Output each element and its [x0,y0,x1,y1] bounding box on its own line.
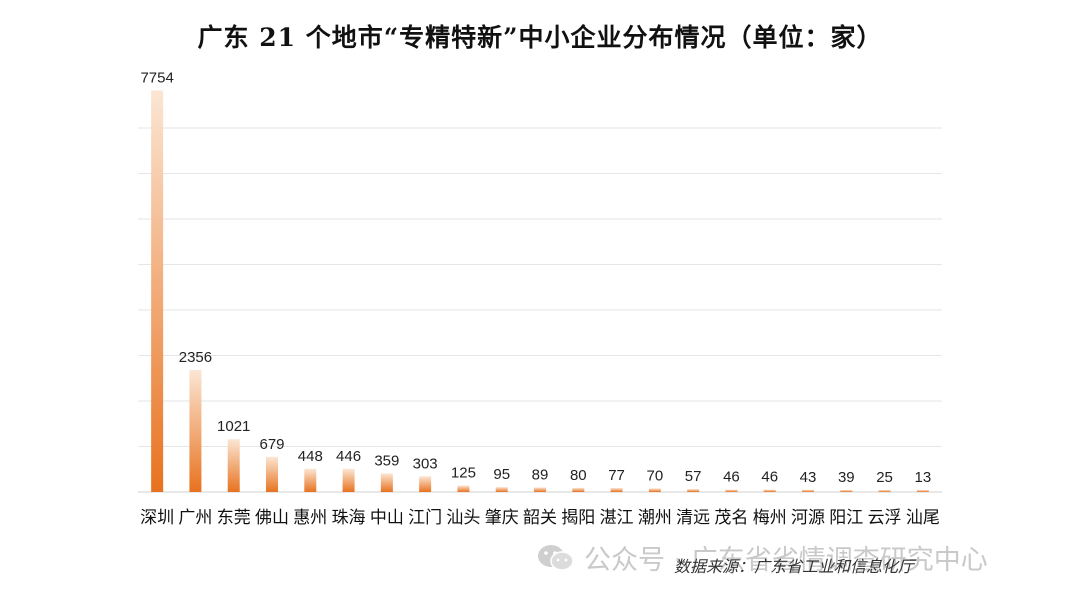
value-label-3: 679 [259,436,284,453]
bar-6 [380,473,393,492]
bar-2 [227,439,240,492]
value-label-18: 39 [838,469,855,486]
bar-17 [802,489,814,492]
category-label-10: 韶关 [523,508,557,528]
category-label-19: 云浮 [868,508,902,528]
value-label-19: 25 [876,469,893,486]
category-label-17: 河源 [791,508,825,528]
value-label-10: 89 [532,466,549,483]
value-label-7: 303 [413,455,438,472]
category-label-8: 汕头 [446,508,480,528]
category-label-3: 佛山 [255,508,289,528]
category-label-18: 阳江 [829,508,863,528]
value-label-15: 46 [723,469,740,486]
bar-8 [457,485,470,492]
category-label-16: 梅州 [753,508,787,528]
bar-7 [419,476,432,492]
value-label-17: 43 [800,469,817,486]
category-label-12: 湛江 [600,508,634,528]
bar-10 [534,487,546,492]
value-label-16: 46 [761,469,778,486]
value-label-1: 2356 [179,349,212,366]
category-labels: 深圳 广州 东莞 佛山 惠州 珠海 中山 江门 汕头 肇庆 韶关 揭阳 湛江 潮州 清远 茂名 梅州 河源 阳江 云浮… [140,508,940,528]
bar-5 [342,468,355,492]
bar-19 [878,490,891,492]
bar-16 [763,489,776,492]
wechat-icon [538,544,574,571]
chart-title: 广东 21 个地市“专精特新”中小企业分布情况（单位：家） [197,23,883,52]
value-label-14: 57 [685,468,702,485]
value-labels: 7754 2356 1021 679 448 446 359 303 125 95 89 80 77 70… [140,69,931,486]
category-label-2: 东莞 [217,508,251,528]
value-label-20: 13 [915,469,932,486]
bar-9 [495,487,508,492]
category-label-9: 肇庆 [485,508,519,528]
category-label-6: 中山 [370,508,404,528]
category-label-15: 茂名 [714,508,748,528]
watermark-text: 公众号 · 广东省省情调查研究中心 [584,545,988,576]
bar-20 [916,490,929,492]
category-label-20: 汕尾 [906,508,940,528]
bar-13 [648,488,661,492]
category-label-7: 江门 [408,508,442,528]
bar-15 [725,489,738,492]
value-label-6: 359 [374,452,399,469]
category-label-1: 广州 [178,508,212,528]
category-label-0: 深圳 [140,508,174,528]
value-label-5: 446 [336,448,361,465]
source-note: 数据来源：广东省工业和信息化厅 [674,557,915,576]
bar-14 [687,489,700,492]
value-label-9: 95 [493,466,510,483]
value-label-8: 125 [451,465,476,482]
bar-3 [266,456,278,492]
category-label-11: 揭阳 [561,508,595,528]
bar-4 [304,468,317,492]
value-label-13: 70 [647,467,664,484]
watermark: 公众号 · 广东省省情调查研究中心 [536,538,988,577]
value-label-4: 448 [298,448,323,465]
bar-11 [572,487,585,492]
value-label-2: 1021 [217,418,250,435]
bar-1 [189,369,202,492]
bar-18 [840,489,853,492]
category-label-5: 珠海 [332,508,366,528]
bar-0 [151,90,164,492]
value-label-0: 7754 [140,69,173,86]
bars [151,90,929,492]
category-label-13: 潮州 [638,508,672,528]
category-label-4: 惠州 [293,508,327,528]
value-label-11: 80 [570,467,587,484]
category-label-14: 清远 [676,508,710,528]
bar-12 [610,488,623,492]
value-label-12: 77 [608,467,625,484]
